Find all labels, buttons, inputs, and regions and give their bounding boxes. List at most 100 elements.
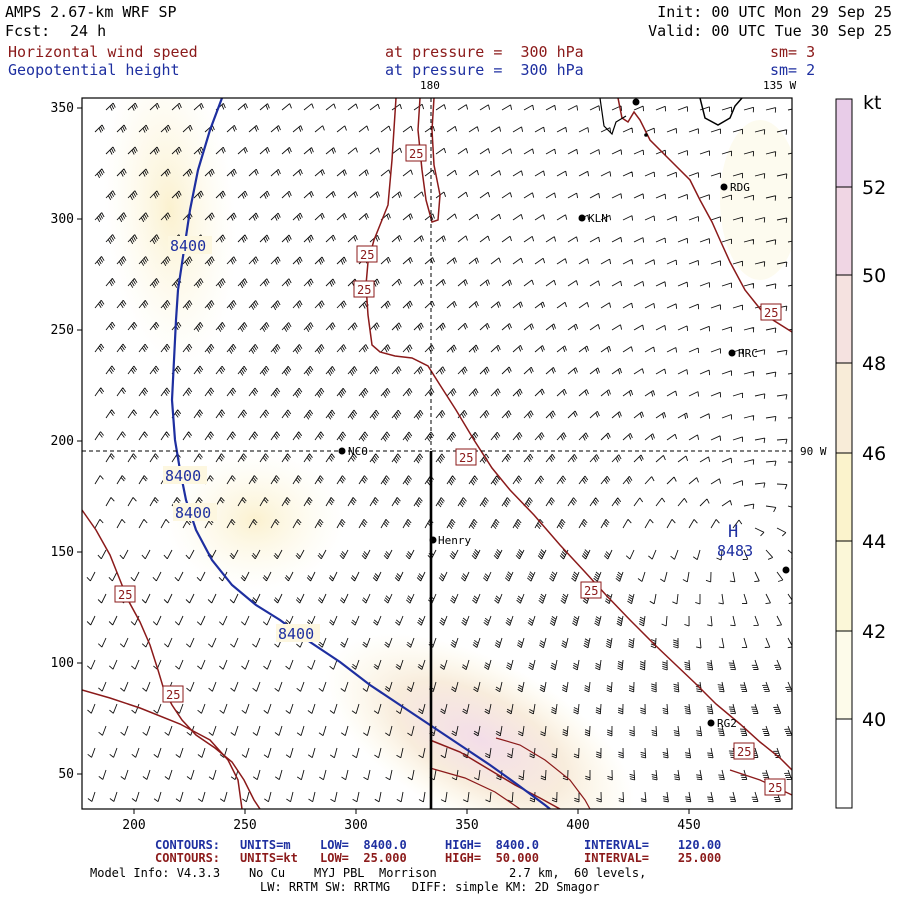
y-tick-250: 250 [51, 323, 74, 338]
contour1-units: UNITS=m [240, 838, 291, 852]
contour1-interval: INTERVAL= 120.00 [584, 838, 722, 852]
field1-level: at pressure = 300 hPa [385, 43, 584, 61]
field1-smoothing: sm= 3 [770, 43, 816, 61]
x-tick-300: 300 [344, 818, 367, 833]
lon-label-135w: 135 W [763, 79, 797, 92]
lon-label-180: 180 [420, 79, 440, 92]
colorbar-label-40: 40 [862, 709, 886, 731]
colorbar-label-46: 46 [862, 443, 886, 465]
height-label-1: 8400 [170, 237, 206, 255]
station-kln-marker [578, 214, 586, 222]
x-tick-450: 450 [677, 818, 700, 833]
isotach-label-3: 25 [357, 283, 371, 297]
wind-barb-glyphs [86, 102, 792, 803]
station-nco-marker [338, 447, 346, 455]
height-label-bg-4 [276, 624, 320, 642]
isotach-label-box-4 [760, 303, 782, 321]
height-label-4: 8400 [278, 625, 314, 643]
contour1-label: CONTOURS: [155, 838, 221, 852]
isotach-label-5: 25 [459, 451, 473, 465]
y-tick-350: 350 [51, 101, 74, 116]
colorbar-segment-1 [836, 99, 852, 187]
colorbar-segment-2 [836, 187, 852, 275]
colorbar-label-44: 44 [862, 531, 886, 553]
colorbar-segment-4 [836, 363, 852, 453]
colorbar-segment-5 [836, 453, 852, 541]
model-info-line2: LW: RRTM SW: RRTMG DIFF: simple KM: 2D S… [260, 880, 600, 894]
station-rg2-label: RG2 [717, 717, 737, 730]
station-lv-marker [632, 98, 640, 106]
contour2-label: CONTOURS: [155, 851, 221, 865]
height-label-bg-2 [163, 466, 207, 484]
isotach-label-box-5 [455, 448, 477, 466]
isotach-label-2: 25 [360, 248, 374, 262]
y-tick-150: 150 [51, 545, 74, 560]
station-henry-label: Henry [438, 534, 471, 547]
field1-name: Horizontal wind speed [8, 43, 198, 61]
isotach-label-box-7 [580, 581, 602, 599]
axis-ticks [77, 107, 690, 814]
isotach-label-4: 25 [764, 306, 778, 320]
y-tick-100: 100 [51, 656, 74, 671]
isotach-label-8: 25 [166, 688, 180, 702]
forecast-hour: 24 h [70, 22, 107, 40]
station-kln-label: KLN [588, 212, 608, 225]
station-hrc-marker [728, 349, 736, 357]
contour2-interval: INTERVAL= 25.000 [584, 851, 722, 865]
wind-speed-shading-west [103, 98, 237, 370]
isotach-label-1: 25 [409, 147, 423, 161]
station-hrc-label: HRC [738, 347, 758, 360]
coastline-shelf [599, 98, 627, 136]
lon-label-90w: 90 W [800, 445, 827, 458]
station-henry-marker [429, 536, 437, 544]
contour2-low: LOW= 25.000 [320, 851, 407, 865]
height-label-bg-3 [173, 503, 217, 521]
isotach-label-10: 25 [768, 781, 782, 795]
x-tick-350: 350 [455, 818, 478, 833]
x-tick-400: 400 [566, 818, 589, 833]
isotach-50kt-jet-east [495, 737, 591, 809]
contour1-high: HIGH= 8400.0 [445, 838, 539, 852]
field2-level: at pressure = 300 hPa [385, 61, 584, 79]
colorbar-segment-3 [836, 275, 852, 363]
station-markers [338, 98, 790, 727]
coastline-east [617, 98, 792, 333]
model-info-line1: Model Info: V4.3.3 No Cu MYJ PBL Morriso… [90, 866, 647, 880]
colorbar-segment-7 [836, 631, 852, 719]
isotach-label-box-1 [405, 144, 427, 162]
isotach-label-9: 25 [737, 745, 751, 759]
station-small-marker [644, 133, 648, 137]
colorbar-label-48: 48 [862, 353, 886, 375]
colorbar [835, 98, 853, 809]
height-contour-8400 [170, 98, 551, 809]
isotach-label-6: 25 [118, 588, 132, 602]
x-tick-250: 250 [233, 818, 256, 833]
y-tick-50: 50 [58, 767, 74, 782]
station-e-marker [782, 566, 790, 574]
isotach-label-box-3 [353, 280, 375, 298]
model-title: AMPS 2.67-km WRF SP [5, 3, 177, 21]
wind-speed-shading-ne [720, 120, 792, 280]
valid-time: Valid: 00 UTC Tue 30 Sep 25 [648, 22, 892, 40]
height-label-2: 8400 [165, 467, 201, 485]
contour2-high: HIGH= 50.000 [445, 851, 539, 865]
colorbar-segment-8 [836, 719, 852, 808]
x-tick-200: 200 [122, 818, 145, 833]
isotach-label-7: 25 [584, 584, 598, 598]
colorbar-label-42: 42 [862, 621, 886, 643]
high-center-letter: H [728, 522, 738, 542]
isotach-50kt-jet-inner [429, 767, 521, 809]
colorbar-unit: kt [863, 92, 881, 114]
field2-smoothing: sm= 2 [770, 61, 816, 79]
coastline-northeast [699, 98, 743, 126]
colorbar-segment-6 [836, 541, 852, 631]
contour1-low: LOW= 8400.0 [320, 838, 407, 852]
isotach-50kt-jet [429, 739, 561, 809]
field2-name: Geopotential height [8, 61, 180, 79]
high-center-value: 8483 [717, 542, 753, 560]
height-label-3: 8400 [175, 504, 211, 522]
isotach-label-box-10 [764, 778, 786, 796]
init-time: Init: 00 UTC Mon 29 Sep 25 [657, 3, 892, 21]
isotach-label-box-6 [114, 585, 136, 603]
colorbar-label-52: 52 [862, 177, 886, 199]
